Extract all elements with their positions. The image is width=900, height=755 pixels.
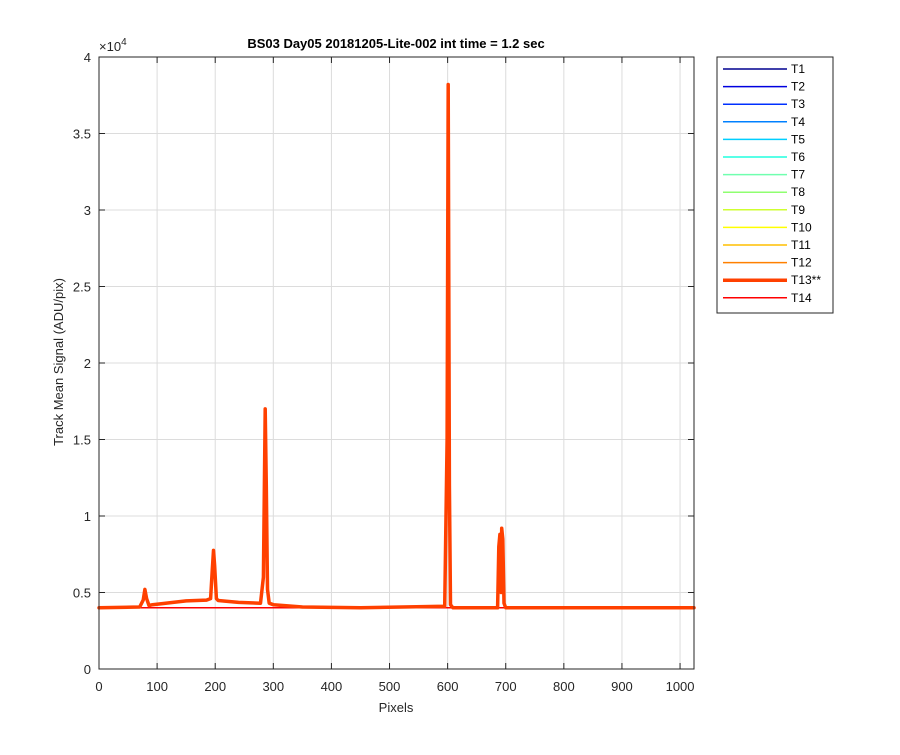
y-exponent-base: ×10	[99, 39, 121, 54]
legend-label-t11: T11	[791, 238, 811, 252]
x-tick-label: 900	[611, 679, 633, 694]
legend-label-t1: T1	[791, 62, 805, 76]
x-tick-label: 800	[553, 679, 575, 694]
y-tick-label: 4	[84, 50, 91, 65]
y-tick-label: 3.5	[73, 127, 91, 142]
x-tick-label: 0	[95, 679, 102, 694]
x-tick-label: 1000	[666, 679, 695, 694]
legend-label-t9: T9	[791, 203, 805, 217]
x-tick-label: 200	[204, 679, 226, 694]
x-tick-label: 400	[321, 679, 343, 694]
y-exponent-power: 4	[121, 37, 127, 48]
x-tick-label: 300	[262, 679, 284, 694]
y-tick-label: 2.5	[73, 280, 91, 295]
legend-label-t7: T7	[791, 168, 805, 182]
legend-label-t13: T13**	[791, 273, 821, 287]
y-tick-label: 3	[84, 203, 91, 218]
series-layer	[97, 82, 696, 610]
y-tick-label: 1	[84, 509, 91, 524]
x-tick-label: 100	[146, 679, 168, 694]
chart-title: BS03 Day05 20181205-Lite-002 int time = …	[247, 36, 544, 51]
legend: T1 T2 T3 T4 T5 T6 T7 T8 T9 T10 T11 T12 T13** T14	[716, 56, 834, 314]
legend-box	[716, 56, 834, 314]
legend-label-t6: T6	[791, 150, 805, 164]
y-tick-label: 2	[84, 356, 91, 371]
y-axis-exponent: ×104	[99, 37, 127, 54]
legend-entries: T1 T2 T3 T4 T5 T6 T7 T8 T9 T10 T11 T12 T13** T14	[723, 62, 821, 305]
legend-label-t8: T8	[791, 185, 805, 199]
x-tick-label: 600	[437, 679, 459, 694]
series-line-t13	[97, 82, 696, 610]
y-axis-label: Track Mean Signal (ADU/pix)	[51, 278, 66, 446]
legend-label-t10: T10	[791, 220, 812, 234]
y-tick-label: 0.5	[73, 586, 91, 601]
legend-label-t3: T3	[791, 97, 805, 111]
legend-label-t12: T12	[791, 256, 812, 270]
y-tick-label: 0	[84, 662, 91, 677]
x-tick-label: 700	[495, 679, 517, 694]
legend-label-t4: T4	[791, 115, 805, 129]
ticks: 0 100 200 300 400 500 600 700 800 900 1000 0 0.5 1 1.5…	[73, 50, 695, 694]
x-axis-label: Pixels	[379, 700, 414, 715]
y-tick-label: 1.5	[73, 433, 91, 448]
legend-label-t5: T5	[791, 132, 805, 146]
legend-label-t2: T2	[791, 80, 805, 94]
legend-label-t14: T14	[791, 291, 812, 305]
x-tick-label: 500	[379, 679, 401, 694]
